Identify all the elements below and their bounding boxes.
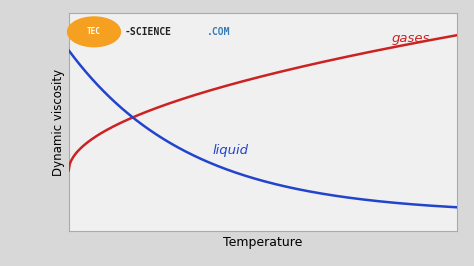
Text: liquid: liquid (212, 144, 248, 157)
X-axis label: Temperature: Temperature (223, 236, 303, 249)
Text: gases: gases (392, 32, 430, 45)
Text: .COM: .COM (207, 27, 230, 37)
Text: TEC: TEC (87, 27, 101, 36)
Circle shape (68, 17, 120, 47)
Text: -SCIENCE: -SCIENCE (125, 27, 172, 37)
Y-axis label: Dynamic viscosity: Dynamic viscosity (52, 69, 64, 176)
